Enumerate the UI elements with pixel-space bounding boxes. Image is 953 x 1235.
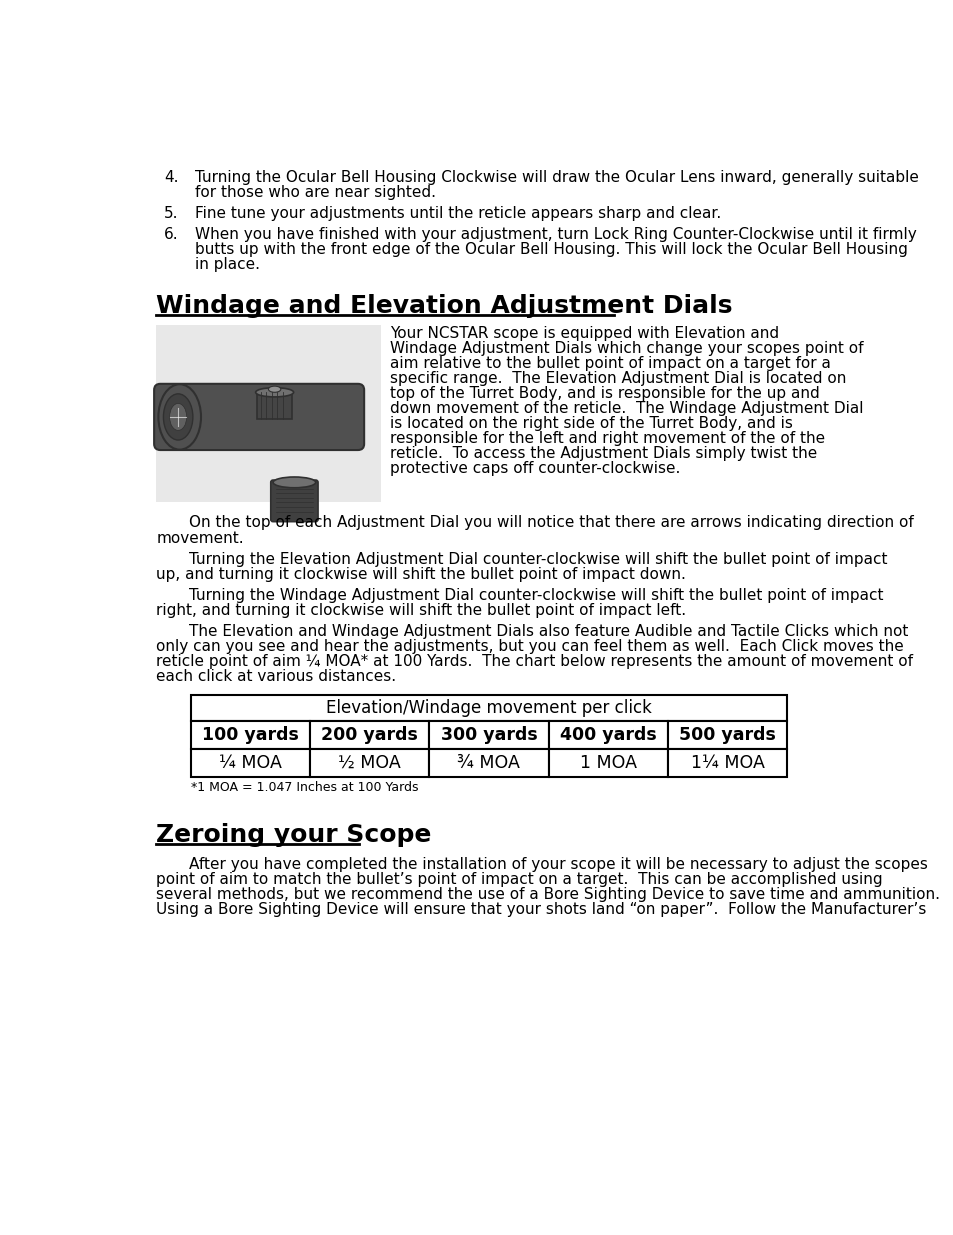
Ellipse shape xyxy=(273,477,315,488)
Text: reticle.  To access the Adjustment Dials simply twist the: reticle. To access the Adjustment Dials … xyxy=(390,446,817,461)
Bar xyxy=(548,721,667,748)
Text: 5.: 5. xyxy=(164,206,178,221)
Text: in place.: in place. xyxy=(195,257,260,272)
Text: 6.: 6. xyxy=(164,227,178,242)
Text: several methods, but we recommend the use of a Bore Sighting Device to save time: several methods, but we recommend the us… xyxy=(156,888,940,903)
Text: ½ MOA: ½ MOA xyxy=(338,753,400,772)
Text: protective caps off counter-clockwise.: protective caps off counter-clockwise. xyxy=(390,461,680,477)
Text: Windage Adjustment Dials which change your scopes point of: Windage Adjustment Dials which change yo… xyxy=(390,341,863,356)
Text: 500 yards: 500 yards xyxy=(679,726,775,743)
Bar xyxy=(191,721,310,748)
Text: 4.: 4. xyxy=(164,169,178,185)
Text: 300 yards: 300 yards xyxy=(440,726,537,743)
Text: point of aim to match the bullet’s point of impact on a target.  This can be acc: point of aim to match the bullet’s point… xyxy=(156,872,882,888)
Text: specific range.  The Elevation Adjustment Dial is located on: specific range. The Elevation Adjustment… xyxy=(390,370,846,387)
Text: for those who are near sighted.: for those who are near sighted. xyxy=(195,185,436,200)
Text: Elevation/Windage movement per click: Elevation/Windage movement per click xyxy=(326,699,651,718)
Text: *1 MOA = 1.047 Inches at 100 Yards: *1 MOA = 1.047 Inches at 100 Yards xyxy=(191,782,417,794)
Bar xyxy=(310,748,429,777)
Text: Zeroing your Scope: Zeroing your Scope xyxy=(156,824,432,847)
Text: 100 yards: 100 yards xyxy=(202,726,298,743)
Text: Turning the Elevation Adjustment Dial counter-clockwise will shift the bullet po: Turning the Elevation Adjustment Dial co… xyxy=(189,552,886,567)
Text: On the top of each Adjustment Dial you will notice that there are arrows indicat: On the top of each Adjustment Dial you w… xyxy=(189,515,913,531)
Text: Windage and Elevation Adjustment Dials: Windage and Elevation Adjustment Dials xyxy=(156,294,732,317)
Text: 1 MOA: 1 MOA xyxy=(579,753,636,772)
Bar xyxy=(667,721,786,748)
Text: The Elevation and Windage Adjustment Dials also feature Audible and Tactile Clic: The Elevation and Windage Adjustment Dia… xyxy=(189,624,907,638)
Ellipse shape xyxy=(158,384,201,450)
Text: Fine tune your adjustments until the reticle appears sharp and clear.: Fine tune your adjustments until the ret… xyxy=(195,206,720,221)
Text: Turning the Windage Adjustment Dial counter-clockwise will shift the bullet poin: Turning the Windage Adjustment Dial coun… xyxy=(189,588,882,603)
Text: responsible for the left and right movement of the of the: responsible for the left and right movem… xyxy=(390,431,824,446)
Text: down movement of the reticle.  The Windage Adjustment Dial: down movement of the reticle. The Windag… xyxy=(390,401,863,416)
Text: 400 yards: 400 yards xyxy=(559,726,656,743)
Text: up, and turning it clockwise will shift the bullet point of impact down.: up, and turning it clockwise will shift … xyxy=(156,567,685,582)
Text: ¾ MOA: ¾ MOA xyxy=(457,753,519,772)
Text: each click at various distances.: each click at various distances. xyxy=(156,669,396,684)
Text: ¼ MOA: ¼ MOA xyxy=(218,753,281,772)
Text: Your NCSTAR scope is equipped with Elevation and: Your NCSTAR scope is equipped with Eleva… xyxy=(390,326,779,341)
Bar xyxy=(548,748,667,777)
Bar xyxy=(191,695,786,721)
Text: only can you see and hear the adjustments, but you can feel them as well.  Each : only can you see and hear the adjustment… xyxy=(156,638,903,655)
Bar xyxy=(191,748,310,777)
Bar xyxy=(667,748,786,777)
Text: aim relative to the bullet point of impact on a target for a: aim relative to the bullet point of impa… xyxy=(390,356,830,370)
Text: is located on the right side of the Turret Body, and is: is located on the right side of the Turr… xyxy=(390,416,793,431)
Ellipse shape xyxy=(170,404,187,431)
Ellipse shape xyxy=(163,394,193,440)
FancyBboxPatch shape xyxy=(154,384,364,450)
Ellipse shape xyxy=(255,388,294,396)
Text: top of the Turret Body, and is responsible for the up and: top of the Turret Body, and is responsib… xyxy=(390,387,820,401)
Bar xyxy=(429,748,548,777)
Text: Using a Bore Sighting Device will ensure that your shots land “on paper”.  Follo: Using a Bore Sighting Device will ensure… xyxy=(156,903,926,918)
Text: reticle point of aim ¼ MOA* at 100 Yards.  The chart below represents the amount: reticle point of aim ¼ MOA* at 100 Yards… xyxy=(156,655,912,669)
Text: 200 yards: 200 yards xyxy=(321,726,417,743)
Text: movement.: movement. xyxy=(156,531,244,546)
Text: When you have finished with your adjustment, turn Lock Ring Counter-Clockwise un: When you have finished with your adjustm… xyxy=(195,227,916,242)
FancyBboxPatch shape xyxy=(271,480,317,521)
Bar xyxy=(310,721,429,748)
Text: right, and turning it clockwise will shift the bullet point of impact left.: right, and turning it clockwise will shi… xyxy=(156,603,686,618)
Bar xyxy=(257,393,292,419)
Bar xyxy=(156,325,381,501)
Text: 1¼ MOA: 1¼ MOA xyxy=(690,753,763,772)
Text: After you have completed the installation of your scope it will be necessary to : After you have completed the installatio… xyxy=(189,857,927,872)
Ellipse shape xyxy=(268,387,280,393)
Text: butts up with the front edge of the Ocular Bell Housing. This will lock the Ocul: butts up with the front edge of the Ocul… xyxy=(195,242,907,257)
Bar xyxy=(429,721,548,748)
Text: Turning the Ocular Bell Housing Clockwise will draw the Ocular Lens inward, gene: Turning the Ocular Bell Housing Clockwis… xyxy=(195,169,918,185)
